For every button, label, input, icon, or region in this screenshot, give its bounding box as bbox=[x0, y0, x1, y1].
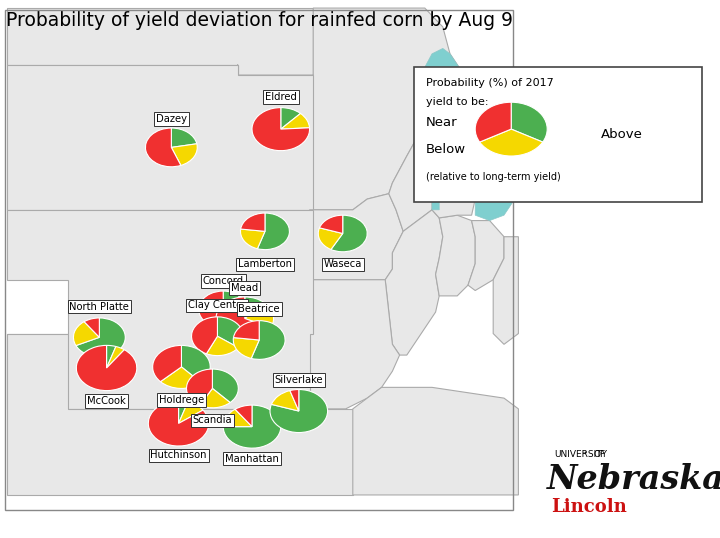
Wedge shape bbox=[511, 102, 547, 142]
Text: Manhattan: Manhattan bbox=[225, 454, 279, 464]
Wedge shape bbox=[186, 369, 212, 406]
Text: UNIVERSITY: UNIVERSITY bbox=[554, 450, 608, 459]
Polygon shape bbox=[418, 48, 461, 91]
Wedge shape bbox=[107, 346, 125, 368]
Text: Probability (%) of 2017: Probability (%) of 2017 bbox=[426, 78, 554, 88]
Text: Lamberton: Lamberton bbox=[238, 259, 292, 270]
Wedge shape bbox=[148, 401, 209, 446]
Text: (relative to long-term yield): (relative to long-term yield) bbox=[426, 172, 561, 182]
Text: Lincoln: Lincoln bbox=[551, 498, 626, 516]
Polygon shape bbox=[385, 210, 443, 355]
Text: Hutchinson: Hutchinson bbox=[150, 450, 207, 461]
Text: Near: Near bbox=[426, 116, 458, 129]
Polygon shape bbox=[7, 65, 313, 210]
Wedge shape bbox=[200, 388, 230, 408]
Polygon shape bbox=[310, 280, 400, 409]
Polygon shape bbox=[432, 151, 482, 218]
Polygon shape bbox=[7, 210, 313, 409]
Wedge shape bbox=[171, 128, 197, 147]
Text: Concord: Concord bbox=[202, 276, 244, 286]
Wedge shape bbox=[207, 336, 238, 356]
Wedge shape bbox=[161, 367, 201, 388]
Text: ᵒᶠ: ᵒᶠ bbox=[583, 451, 588, 458]
Text: Mead: Mead bbox=[231, 283, 258, 293]
Polygon shape bbox=[436, 215, 475, 296]
Wedge shape bbox=[73, 322, 99, 345]
Wedge shape bbox=[217, 317, 243, 348]
Wedge shape bbox=[223, 405, 281, 448]
Bar bbox=[7, 38, 706, 511]
Text: Holdrege: Holdrege bbox=[159, 395, 204, 405]
Wedge shape bbox=[475, 102, 511, 142]
Text: Scandia: Scandia bbox=[192, 415, 233, 426]
Wedge shape bbox=[252, 108, 310, 151]
Wedge shape bbox=[107, 345, 116, 368]
Text: Below: Below bbox=[426, 143, 467, 156]
Wedge shape bbox=[240, 229, 265, 249]
Wedge shape bbox=[145, 128, 181, 167]
Wedge shape bbox=[320, 215, 343, 233]
Polygon shape bbox=[475, 151, 518, 221]
Wedge shape bbox=[153, 345, 181, 381]
Wedge shape bbox=[216, 297, 271, 340]
Wedge shape bbox=[480, 129, 543, 156]
Bar bbox=[5, 10, 513, 510]
Polygon shape bbox=[432, 145, 472, 210]
Text: Nebraska: Nebraska bbox=[547, 463, 720, 497]
Text: McCook: McCook bbox=[87, 396, 126, 406]
Wedge shape bbox=[331, 215, 367, 252]
Wedge shape bbox=[270, 390, 328, 433]
Wedge shape bbox=[235, 405, 252, 427]
Polygon shape bbox=[389, 91, 461, 231]
Text: Eldred: Eldred bbox=[265, 92, 297, 102]
Wedge shape bbox=[76, 345, 137, 391]
Wedge shape bbox=[245, 297, 264, 318]
Wedge shape bbox=[290, 390, 299, 411]
Polygon shape bbox=[468, 221, 504, 291]
Wedge shape bbox=[223, 296, 248, 317]
Polygon shape bbox=[7, 334, 353, 495]
Wedge shape bbox=[179, 402, 203, 423]
Polygon shape bbox=[493, 237, 518, 344]
Wedge shape bbox=[192, 317, 217, 354]
Wedge shape bbox=[181, 345, 210, 383]
Text: Dazey: Dazey bbox=[156, 114, 187, 124]
Polygon shape bbox=[353, 387, 518, 495]
Wedge shape bbox=[223, 409, 252, 427]
FancyBboxPatch shape bbox=[414, 67, 702, 202]
Text: Above: Above bbox=[601, 128, 643, 141]
Polygon shape bbox=[7, 8, 313, 75]
Wedge shape bbox=[281, 114, 310, 129]
Text: Clay Center: Clay Center bbox=[188, 300, 247, 310]
Wedge shape bbox=[240, 213, 265, 231]
Wedge shape bbox=[171, 144, 197, 165]
Wedge shape bbox=[233, 321, 259, 340]
Wedge shape bbox=[76, 318, 125, 357]
Wedge shape bbox=[84, 318, 99, 337]
Wedge shape bbox=[245, 303, 274, 328]
Text: North Platte: North Platte bbox=[69, 301, 130, 312]
Polygon shape bbox=[238, 8, 461, 210]
Polygon shape bbox=[310, 194, 403, 280]
Text: Waseca: Waseca bbox=[323, 259, 362, 270]
Wedge shape bbox=[179, 401, 188, 423]
Wedge shape bbox=[233, 337, 259, 358]
Text: OF: OF bbox=[594, 450, 606, 459]
Wedge shape bbox=[251, 321, 285, 359]
Wedge shape bbox=[199, 291, 246, 328]
Wedge shape bbox=[257, 213, 289, 250]
Wedge shape bbox=[318, 228, 343, 250]
Wedge shape bbox=[212, 369, 238, 402]
Text: Silverlake: Silverlake bbox=[274, 375, 323, 385]
Wedge shape bbox=[223, 291, 240, 309]
Text: Beatrice: Beatrice bbox=[238, 304, 280, 314]
Wedge shape bbox=[281, 108, 300, 129]
Text: yield to be:: yield to be: bbox=[426, 97, 489, 107]
Wedge shape bbox=[271, 391, 299, 411]
Text: Probability of yield deviation for rainfed corn by Aug 9: Probability of yield deviation for rainf… bbox=[6, 11, 513, 30]
